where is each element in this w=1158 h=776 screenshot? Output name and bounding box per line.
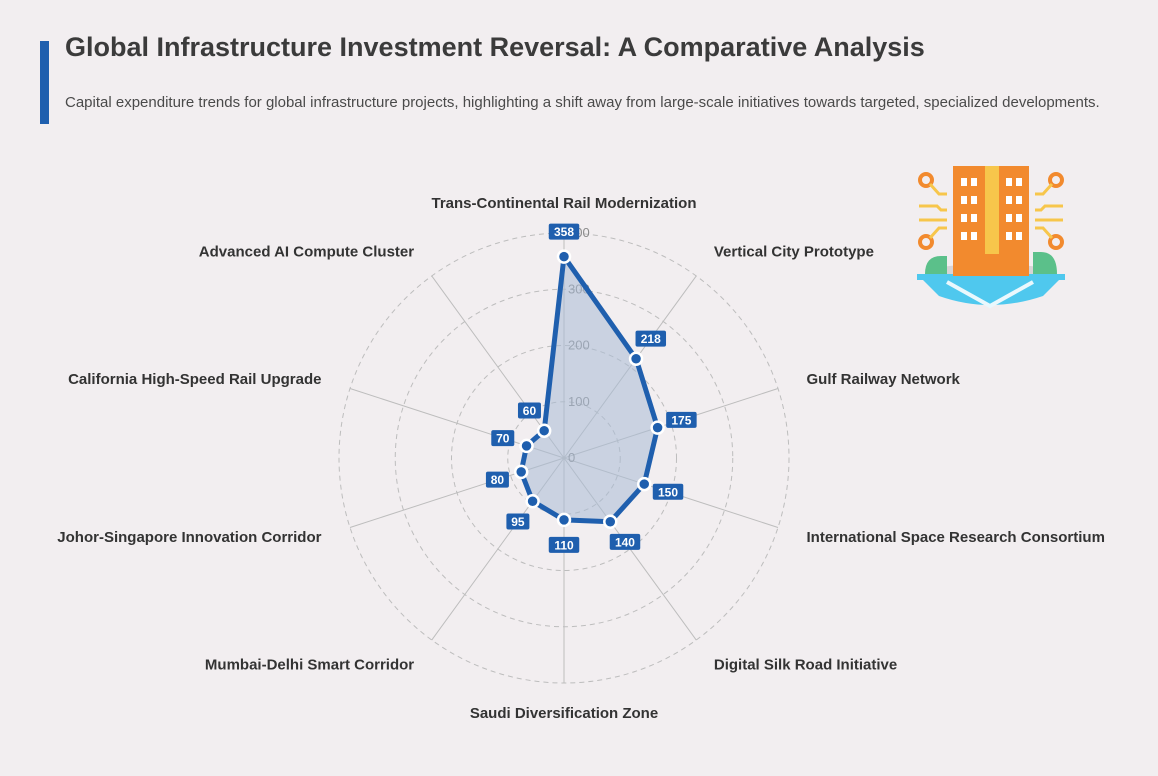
value-label: 358 <box>554 225 574 239</box>
data-point[interactable] <box>556 512 572 528</box>
data-point[interactable] <box>525 493 540 509</box>
category-label: Advanced AI Compute Cluster <box>199 244 414 261</box>
radar-series: 358 218 175 150 140 110 95 80 70 60 <box>485 223 697 553</box>
category-label: Saudi Diversification Zone <box>470 705 658 722</box>
page-title: Global Infrastructure Investment Reversa… <box>65 32 925 62</box>
smart-building-icon <box>917 166 1065 309</box>
category-label: California High-Speed Rail Upgrade <box>68 371 321 388</box>
value-label: 60 <box>523 404 537 418</box>
value-label: 150 <box>658 485 678 499</box>
value-badge <box>635 330 667 347</box>
page-subtitle: Capital expenditure trends for global in… <box>65 94 1100 111</box>
data-point[interactable] <box>519 438 534 454</box>
data-point[interactable] <box>628 351 644 367</box>
value-label: 218 <box>641 332 661 346</box>
value-badge <box>652 483 684 500</box>
category-labels: Trans-Continental Rail Modernization Vert… <box>57 195 1105 722</box>
value-label: 110 <box>554 538 574 552</box>
data-point[interactable] <box>536 423 552 438</box>
data-point[interactable] <box>636 476 652 492</box>
data-point[interactable] <box>650 420 665 435</box>
value-badge <box>609 533 641 550</box>
value-label: 95 <box>511 515 525 529</box>
category-label: Mumbai-Delhi Smart Corridor <box>205 656 414 673</box>
value-badge <box>491 430 515 447</box>
value-badge <box>517 402 541 419</box>
category-label: Vertical City Prototype <box>714 244 874 261</box>
value-badge <box>666 411 697 428</box>
value-badge <box>548 536 580 553</box>
data-point[interactable] <box>603 514 618 529</box>
value-label: 70 <box>496 432 510 446</box>
category-label: International Space Research Consortium <box>807 529 1105 546</box>
data-point[interactable] <box>513 464 529 480</box>
grid-ring <box>451 345 677 571</box>
value-label: 175 <box>671 413 691 427</box>
series-area <box>518 254 661 525</box>
data-point[interactable] <box>556 249 572 264</box>
value-badge <box>548 223 580 240</box>
category-label: Trans-Continental Rail Modernization <box>431 195 696 212</box>
category-label: Johor-Singapore Innovation Corridor <box>57 529 321 546</box>
value-label: 80 <box>491 473 505 487</box>
title-accent-bar <box>40 41 49 124</box>
value-badge <box>485 471 509 488</box>
value-label: 140 <box>615 535 635 549</box>
category-label: Digital Silk Road Initiative <box>714 656 897 673</box>
category-label: Gulf Railway Network <box>807 371 961 388</box>
value-badge <box>506 513 530 530</box>
